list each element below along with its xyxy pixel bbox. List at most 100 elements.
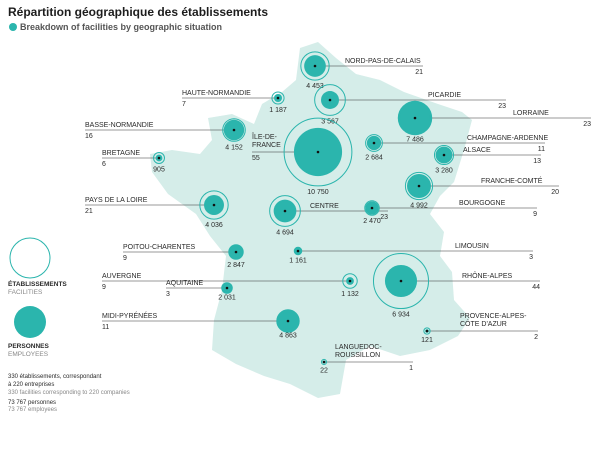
facilities-count: 6 xyxy=(102,161,106,168)
facilities-ring xyxy=(404,171,434,201)
facilities-count: 13 xyxy=(533,158,541,165)
facilities-ring xyxy=(423,327,431,335)
legend-facilities: ÉTABLISSEMENTS xyxy=(8,279,67,288)
facilities-count: 3 xyxy=(166,291,170,298)
facilities-count: 9 xyxy=(123,255,127,262)
employees-count: 7 486 xyxy=(406,136,424,143)
facilities-ring xyxy=(228,244,244,260)
region-name: BASSE-NORMANDIE xyxy=(85,122,154,129)
facilities-count: 1 xyxy=(409,365,413,372)
center-dot xyxy=(276,96,280,100)
region-name: BOURGOGNE xyxy=(459,200,506,207)
region-name: CHAMPAGNE-ARDENNE xyxy=(467,135,548,142)
region-name: CENTRE xyxy=(310,203,339,210)
center-dot xyxy=(413,116,417,120)
facilities-count: 21 xyxy=(85,208,93,215)
region-name: RHÔNE-ALPES xyxy=(462,271,513,280)
note-employees: 73 767 personnes xyxy=(8,400,56,406)
facilities-ring xyxy=(271,91,285,105)
facilities-ring xyxy=(300,51,330,81)
center-dot xyxy=(234,250,238,254)
facilities-ring xyxy=(293,246,303,256)
region-name: FRANCHE-COMTÉ xyxy=(481,176,543,185)
center-dot xyxy=(348,279,352,283)
employees-count: 10 750 xyxy=(307,189,329,196)
facilities-count: 55 xyxy=(252,155,260,162)
employees-count: 3 280 xyxy=(435,168,453,175)
facilities-count: 23 xyxy=(583,121,591,128)
subtitle-icon xyxy=(9,23,17,31)
facilities-count: 11 xyxy=(102,324,109,331)
facilities-ring xyxy=(222,283,232,293)
facilities-ring xyxy=(364,200,380,216)
employees-count: 3 567 xyxy=(321,118,339,125)
note-facilities: 330 établissements, correspondant à 220 e… xyxy=(8,374,102,388)
facilities-ring xyxy=(433,144,455,166)
employees-count: 2 684 xyxy=(365,154,383,161)
employees-count: 4 992 xyxy=(410,203,428,210)
center-dot xyxy=(322,360,326,364)
legend-employees-en: EMPLOYEES xyxy=(8,351,49,358)
center-dot xyxy=(283,209,287,213)
facilities-count: 23 xyxy=(498,103,506,110)
facilities-ring xyxy=(222,118,246,142)
region-name: POITOU-CHARENTES xyxy=(123,244,196,251)
region-name: LANGUEDOC-ROUSSILLON xyxy=(335,344,382,359)
region-name: LORRAINE xyxy=(513,110,549,117)
employees-count: 22 xyxy=(320,368,328,375)
region-name: ÎLE-DE-FRANCE xyxy=(251,132,281,149)
region-name: PROVENCE-ALPES-CÔTE D'AZUR xyxy=(460,313,527,328)
facilities-ring xyxy=(342,273,358,289)
employees-count: 2 847 xyxy=(227,262,245,269)
employees-count: 1 161 xyxy=(289,258,307,265)
center-dot xyxy=(370,206,374,210)
facilities-ring xyxy=(269,195,301,227)
region-name: AQUITAINE xyxy=(166,280,204,287)
facilities-ring xyxy=(199,190,229,220)
center-dot xyxy=(425,329,429,333)
employees-count: 2 031 xyxy=(218,295,236,302)
employees-count: 4 152 xyxy=(225,144,243,151)
legend-employees: PERSONNES xyxy=(8,343,49,350)
center-dot xyxy=(399,279,403,283)
facilities-count: 20 xyxy=(551,189,559,196)
facilities-count: 21 xyxy=(415,69,423,76)
region-name: HAUTE-NORMANDIE xyxy=(182,90,251,97)
facilities-count: 9 xyxy=(533,211,537,218)
facilities-ring xyxy=(399,102,431,134)
facilities-count: 11 xyxy=(538,146,545,153)
center-dot xyxy=(313,64,317,68)
title: Répartition géographique des établisseme… xyxy=(8,5,268,19)
employees-count: 4 863 xyxy=(279,332,297,339)
facilities-count: 3 xyxy=(529,254,533,261)
note-facilities-en: 330 facilities corresponding to 220 comp… xyxy=(8,390,130,396)
facilities-count: 44 xyxy=(532,284,540,291)
facilities-count: 2 xyxy=(534,334,538,341)
employees-count: 4 694 xyxy=(276,229,294,236)
employees-count: 1 132 xyxy=(341,291,359,298)
facilities-ring xyxy=(283,117,353,187)
legend-facilities-en: FACILITIES xyxy=(8,289,43,296)
legend-disc xyxy=(14,306,46,338)
facilities-count: 16 xyxy=(85,133,93,140)
facilities-ring xyxy=(372,252,430,310)
facilities-count: 9 xyxy=(102,284,106,291)
facilities-ring xyxy=(314,84,346,116)
region-name: ALSACE xyxy=(463,147,491,154)
center-dot xyxy=(417,184,421,188)
facilities-ring xyxy=(365,134,383,152)
facilities-ring xyxy=(279,312,297,330)
facilities-count: 23 xyxy=(380,214,388,221)
region-name: AUVERGNE xyxy=(102,273,142,280)
center-dot xyxy=(442,153,446,157)
center-dot xyxy=(316,150,320,154)
facilities-count: 7 xyxy=(182,101,186,108)
employees-count: 1 187 xyxy=(269,107,287,114)
region-name: PAYS DE LA LOIRE xyxy=(85,197,148,204)
facilities-ring xyxy=(153,152,165,164)
center-dot xyxy=(372,141,376,145)
facilities-ring xyxy=(320,358,328,366)
center-dot xyxy=(157,156,161,160)
region-name: LIMOUSIN xyxy=(455,243,489,250)
